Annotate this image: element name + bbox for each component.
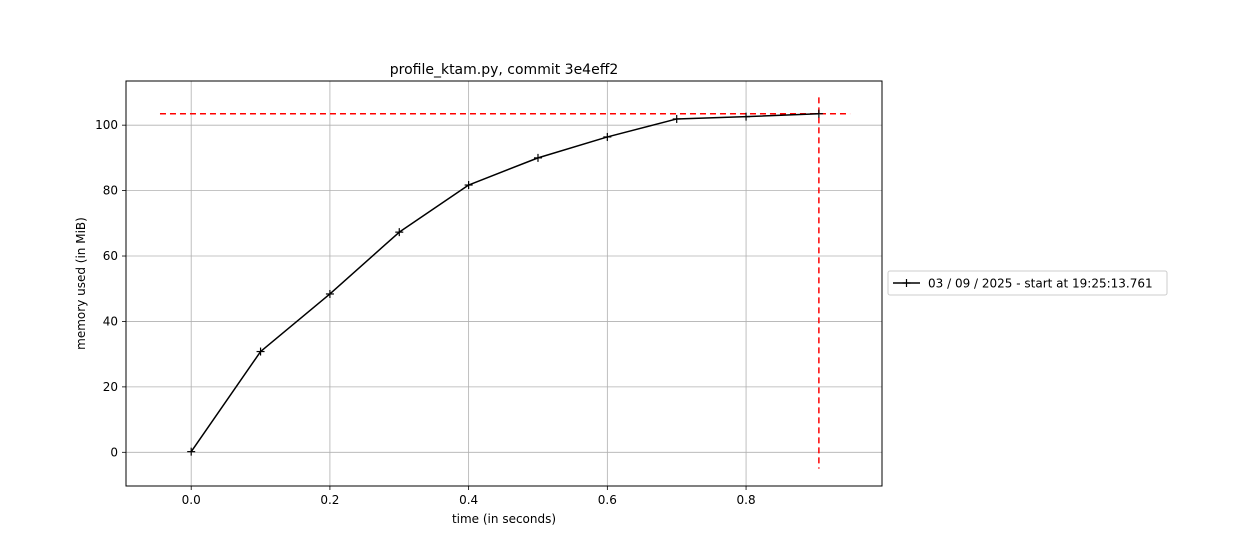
- y-axis-label: memory used (in MiB): [74, 217, 88, 350]
- plot-frame: [125, 80, 883, 487]
- data-point: [533, 153, 542, 162]
- legend: 03 / 09 / 2025 - start at 19:25:13.761: [887, 270, 1168, 296]
- legend-marker: [902, 279, 911, 287]
- y-tick-label: 20: [103, 380, 118, 394]
- y-tick-label: 100: [95, 118, 118, 132]
- legend-frame: [887, 270, 1168, 296]
- data-point: [187, 447, 196, 456]
- data-point: [814, 109, 823, 118]
- y-tick-label: 80: [103, 184, 118, 198]
- data-point: [325, 289, 334, 298]
- data-point: [742, 112, 751, 121]
- x-tick-label: 0.2: [320, 493, 339, 507]
- series-line: [190, 112, 819, 453]
- data-point: [464, 181, 473, 190]
- data-point: [603, 132, 612, 141]
- series-lines: [187, 109, 823, 456]
- plot-area-background: [126, 81, 882, 486]
- legend-entry-label: 03 / 09 / 2025 - start at 19:25:13.761: [928, 277, 1153, 291]
- x-tick-label: 0.6: [598, 493, 617, 507]
- data-point: [672, 114, 681, 123]
- y-tick-label: 40: [103, 314, 118, 328]
- grid-lines: [126, 81, 882, 486]
- y-tick-label: 60: [103, 249, 118, 263]
- y-tick-label: 0: [110, 445, 118, 459]
- chart-title: profile_ktam.py, commit 3e4eff2: [390, 62, 619, 78]
- data-point: [395, 228, 404, 237]
- x-axis-label: time (in seconds): [452, 512, 556, 526]
- data-point: [256, 347, 265, 356]
- x-tick-label: 0.4: [459, 493, 478, 507]
- x-tick-label: 0.8: [737, 493, 756, 507]
- reference-lines: [159, 97, 851, 469]
- x-tick-label: 0.0: [182, 493, 201, 507]
- axis-ticks: 0.0 0.2 0.4 0.6 0.8 0 20 40 60 80 100: [95, 118, 756, 507]
